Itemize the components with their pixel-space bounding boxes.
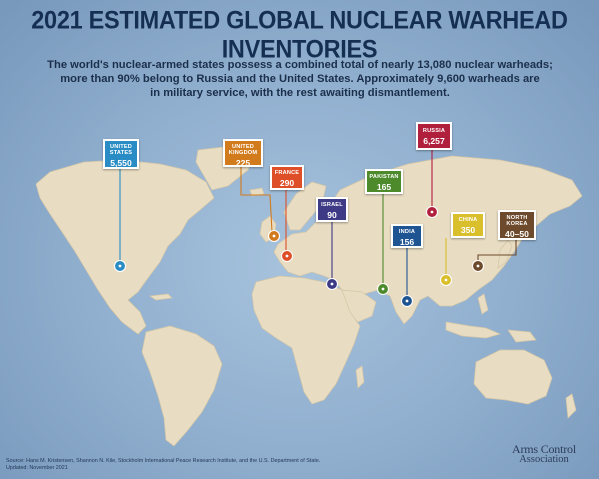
marker-israel[interactable]: ISRAEL 90: [316, 197, 348, 222]
landmass-iceland: [249, 187, 265, 197]
marker-name: PAKISTAN: [369, 174, 399, 180]
marker-name: NORTH: [506, 215, 528, 221]
marker-value: 156: [399, 237, 415, 248]
marker-united-states[interactable]: UNITED STATES 5,550: [103, 139, 139, 169]
marker-china[interactable]: CHINA 350: [451, 212, 485, 238]
landmass-new-guinea: [507, 329, 537, 343]
logo-line: Association: [519, 454, 569, 465]
marker-pakistan[interactable]: PAKISTAN 165: [365, 169, 403, 194]
marker-india[interactable]: INDIA 156: [391, 224, 423, 248]
arms-control-association-logo: Arms Control Association: [496, 443, 592, 465]
subtitle-line: in military service, with the rest await…: [150, 87, 450, 99]
marker-value: 350: [460, 225, 476, 236]
marker-name: KINGDOM: [228, 150, 258, 157]
updated-line: Updated: November 2021: [6, 464, 68, 471]
map-pin-icon-pakistan: [376, 282, 390, 296]
marker-united-kingdom[interactable]: UNITED KINGDOM 225: [223, 139, 263, 169]
map-pin-icon-china: [439, 273, 453, 287]
marker-name: RUSSIA: [422, 128, 446, 134]
marker-russia[interactable]: RUSSIA 6,257: [416, 122, 452, 150]
landmass-north-america: [35, 159, 215, 335]
marker-north-korea[interactable]: NORTH KOREA 40–50: [498, 210, 536, 240]
map-pin-icon-uk: [267, 229, 281, 243]
marker-value: 165: [376, 182, 392, 193]
marker-name: STATES: [109, 150, 133, 157]
marker-value: 225: [235, 158, 251, 169]
landmass-philippines: [477, 293, 489, 315]
marker-name: FRANCE: [274, 170, 300, 176]
landmass-japan: [497, 239, 513, 269]
landmass-australia: [473, 349, 553, 405]
marker-name: CHINA: [458, 217, 478, 223]
subtitle-line: The world's nuclear-armed states possess…: [47, 59, 553, 71]
leader-line-uk: [240, 167, 273, 233]
leader-line-northkorea: [477, 240, 517, 262]
marker-value: 290: [279, 178, 295, 189]
marker-value: 6,257: [423, 136, 445, 147]
subtitle-line: more than 90% belong to Russia and the U…: [60, 73, 540, 85]
landmass-indonesia: [445, 321, 502, 339]
map-pin-icon-russia: [425, 205, 439, 219]
landmass-madagascar: [355, 365, 365, 389]
map-pin-icon-israel: [325, 277, 339, 291]
marker-name: UNITED: [109, 144, 133, 150]
map-pin-icon-us: [113, 259, 127, 273]
map-pin-icon-northkorea: [471, 259, 485, 273]
landmass-africa: [251, 275, 361, 405]
marker-name: INDIA: [398, 229, 416, 235]
page-subtitle: The world's nuclear-armed states possess…: [30, 58, 570, 100]
landmass-caribbean: [149, 293, 173, 301]
source-note: Source: Hans M. Kristensen, Shannon N. K…: [6, 458, 426, 471]
marker-name: UNITED: [231, 144, 255, 150]
marker-value: 40–50: [505, 229, 529, 240]
marker-name: KOREA: [506, 221, 528, 228]
logo-line: Arms Control: [512, 442, 576, 456]
landmass-south-america: [141, 325, 223, 447]
marker-value: 5,550: [110, 158, 132, 169]
map-pin-icon-india: [400, 294, 414, 308]
marker-france[interactable]: FRANCE 290: [270, 165, 304, 190]
map-pin-icon-france: [280, 249, 294, 263]
landmass-new-zealand: [565, 393, 577, 419]
marker-name: ISRAEL: [321, 202, 343, 208]
page-title: 2021 ESTIMATED GLOBAL NUCLEAR WARHEAD IN…: [31, 5, 568, 64]
marker-value: 90: [327, 210, 337, 221]
source-line: Source: Hans M. Kristensen, Shannon N. K…: [6, 458, 321, 464]
